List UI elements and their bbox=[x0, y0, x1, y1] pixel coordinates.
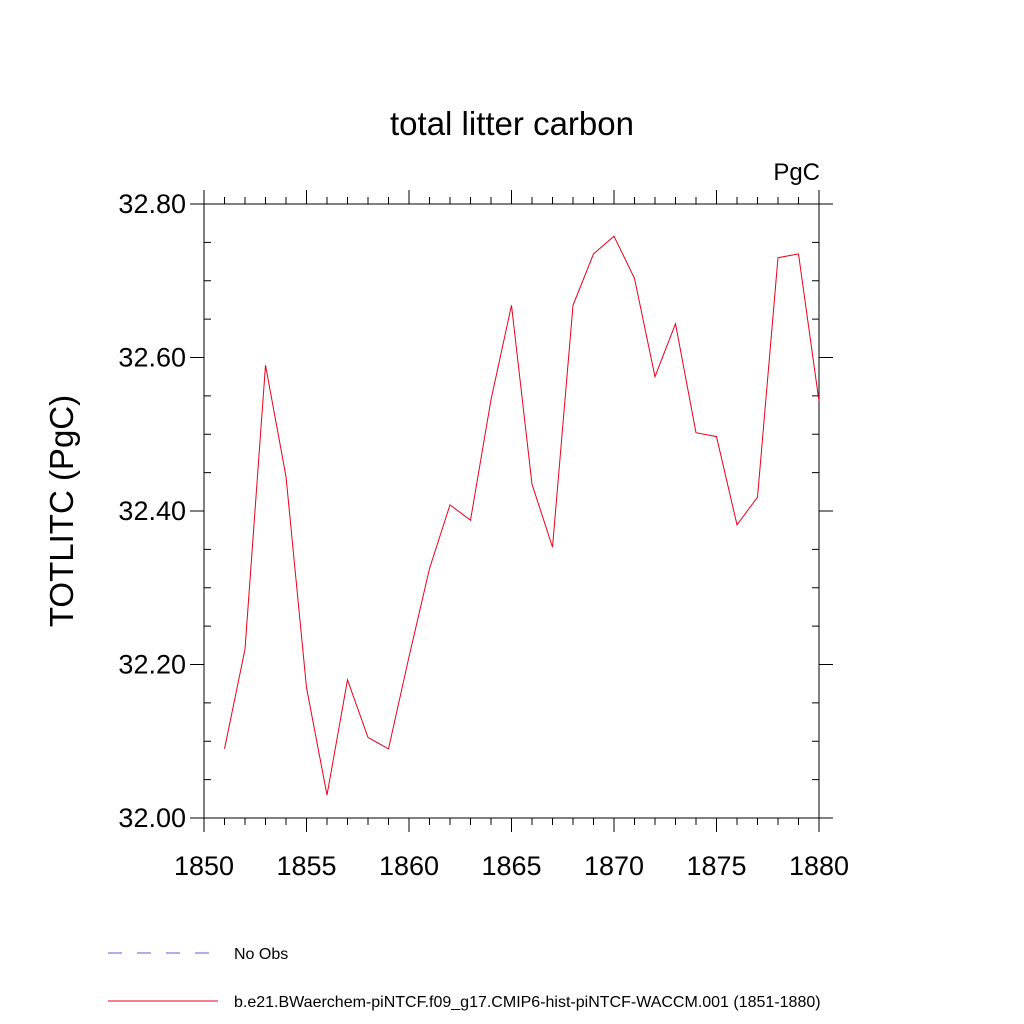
y-tick-label: 32.40 bbox=[118, 496, 186, 526]
axis-ticks bbox=[190, 190, 833, 832]
x-tick-label: 1875 bbox=[686, 851, 746, 881]
y-axis-label: TOTLITC (PgC) bbox=[43, 395, 80, 627]
x-tick-labels: 1850 1855 1860 1865 1870 1875 1880 bbox=[174, 851, 849, 881]
series-line-totlitc bbox=[224, 235, 820, 796]
y-tick-label: 32.60 bbox=[118, 343, 186, 373]
legend-label-model: b.e21.BWaerchem-piNTCF.f09_g17.CMIP6-his… bbox=[234, 994, 821, 1011]
y-tick-label: 32.00 bbox=[118, 803, 186, 833]
x-tick-label: 1870 bbox=[584, 851, 644, 881]
y-tick-label: 32.20 bbox=[118, 650, 186, 680]
units-label: PgC bbox=[773, 159, 820, 186]
x-tick-label: 1880 bbox=[789, 851, 849, 881]
y-tick-label: 32.80 bbox=[118, 189, 186, 219]
plot-frame bbox=[203, 203, 820, 819]
x-tick-label: 1860 bbox=[379, 851, 439, 881]
x-tick-label: 1855 bbox=[276, 851, 336, 881]
x-tick-label: 1865 bbox=[481, 851, 541, 881]
legend: No Obs b.e21.BWaerchem-piNTCF.f09_g17.CM… bbox=[108, 946, 821, 1011]
x-tick-label: 1850 bbox=[174, 851, 234, 881]
chart-title: total litter carbon bbox=[390, 105, 634, 142]
legend-label-no-obs: No Obs bbox=[234, 946, 288, 963]
y-tick-labels: 32.00 32.20 32.40 32.60 32.80 bbox=[118, 189, 186, 833]
